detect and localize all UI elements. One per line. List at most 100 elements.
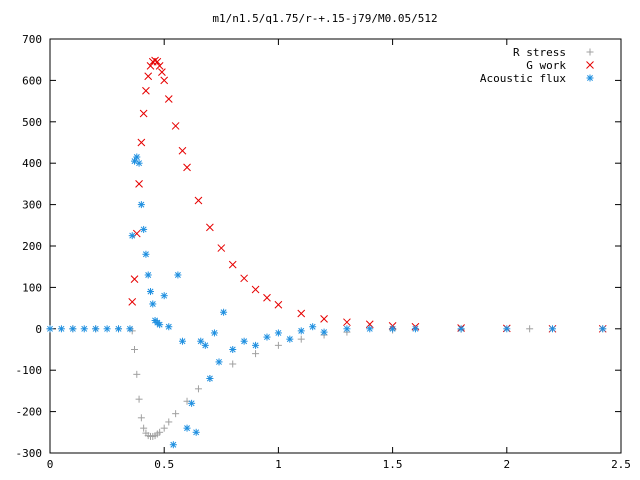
data-point <box>165 323 173 331</box>
data-point <box>411 325 419 333</box>
data-point <box>192 428 200 436</box>
data-point <box>194 385 202 393</box>
data-point <box>274 329 282 337</box>
data-point <box>526 325 534 333</box>
y-tick-label: 200 <box>22 240 42 253</box>
data-point <box>309 323 317 331</box>
legend-label: Acoustic flux <box>480 72 566 85</box>
data-point <box>153 57 162 66</box>
data-point <box>320 328 328 336</box>
y-tick-label: -300 <box>16 447 43 460</box>
data-point <box>263 333 271 341</box>
data-point <box>201 341 209 349</box>
data-point <box>178 146 187 155</box>
data-point <box>343 325 351 333</box>
data-point <box>137 138 146 147</box>
data-point <box>183 424 191 432</box>
x-tick-label: 1.5 <box>383 458 403 471</box>
data-point <box>297 309 306 318</box>
x-tick-label: 1 <box>275 458 282 471</box>
data-point <box>149 300 157 308</box>
data-point <box>240 337 248 345</box>
data-point <box>548 325 556 333</box>
data-point <box>142 250 150 258</box>
data-point <box>251 285 260 294</box>
y-tick-label: -200 <box>16 406 43 419</box>
y-tick-label: -100 <box>16 364 43 377</box>
x-tick-label: 2 <box>503 458 510 471</box>
data-point <box>165 418 173 426</box>
data-point <box>188 399 196 407</box>
data-point <box>140 225 148 233</box>
y-tick-label: 500 <box>22 116 42 129</box>
data-point <box>286 335 294 343</box>
data-point <box>128 232 136 240</box>
y-tick-label: 700 <box>22 33 42 46</box>
x-tick-label: 0.5 <box>154 458 174 471</box>
data-point <box>215 358 223 366</box>
data-point <box>140 424 148 432</box>
data-point <box>169 441 177 449</box>
data-point <box>146 62 155 70</box>
data-point <box>457 325 465 333</box>
data-point <box>194 196 203 205</box>
data-point <box>229 360 237 368</box>
data-point <box>252 350 260 358</box>
data-point <box>171 122 180 130</box>
y-tick-label: 300 <box>22 199 42 212</box>
data-point <box>366 325 374 333</box>
data-point <box>220 308 228 316</box>
data-point <box>297 327 305 335</box>
data-point <box>103 325 111 333</box>
data-point <box>183 163 191 172</box>
data-point <box>126 325 134 333</box>
y-tick-label: 0 <box>35 323 42 336</box>
y-tick-label: 600 <box>22 74 42 87</box>
data-point <box>274 300 283 309</box>
data-point <box>139 109 148 118</box>
data-point <box>137 414 145 422</box>
data-point <box>178 337 186 345</box>
data-point <box>135 180 143 188</box>
data-point <box>142 86 150 95</box>
data-point <box>206 374 214 382</box>
data-point <box>131 346 139 353</box>
y-tick-label: 100 <box>22 281 42 294</box>
x-tick-label: 0 <box>47 458 54 471</box>
chart-title: m1/n1.5/q1.75/r-+.15-j79/M0.05/512 <box>212 12 437 25</box>
data-point <box>228 260 237 269</box>
data-point <box>128 298 137 306</box>
data-point <box>164 95 173 103</box>
data-point <box>172 410 180 418</box>
data-point <box>155 62 164 70</box>
data-point <box>57 325 65 333</box>
series-acoustic-flux <box>46 153 607 449</box>
data-point <box>320 315 328 323</box>
data-point <box>389 325 397 333</box>
data-point <box>137 201 145 209</box>
data-point <box>229 346 237 353</box>
data-point <box>217 244 226 252</box>
data-point <box>297 335 305 343</box>
data-point <box>252 341 260 349</box>
data-point <box>160 76 169 85</box>
data-point <box>146 288 154 296</box>
x-tick-label: 2.5 <box>611 458 631 471</box>
legend-marker <box>586 48 594 56</box>
data-point <box>174 271 182 279</box>
legend-marker <box>586 61 594 69</box>
legend-label: R stress <box>513 46 566 59</box>
data-point <box>156 321 164 329</box>
data-point <box>343 318 351 327</box>
data-point <box>156 428 164 436</box>
data-point <box>158 68 166 76</box>
data-point <box>160 292 168 300</box>
data-point <box>69 325 77 333</box>
y-tick-label: 400 <box>22 157 42 170</box>
data-point <box>135 395 143 403</box>
data-point <box>133 370 141 378</box>
